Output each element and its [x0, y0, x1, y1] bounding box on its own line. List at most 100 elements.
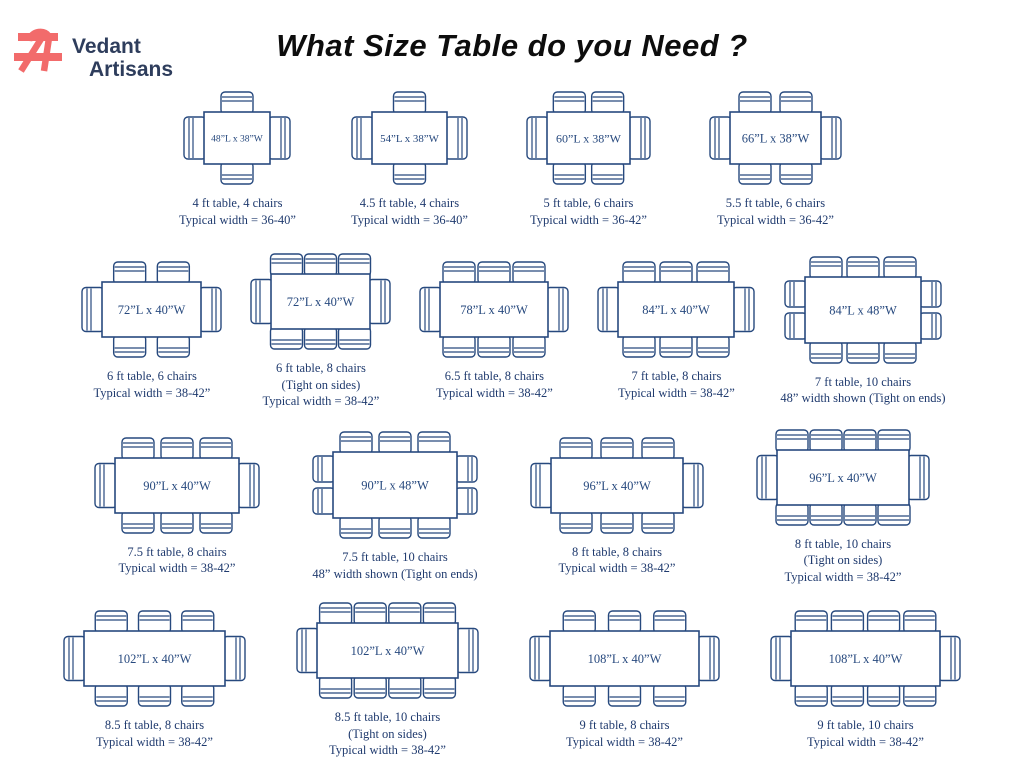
chair	[339, 431, 373, 455]
table-surface	[114, 456, 240, 514]
table-size-label: 78”L x 40”W	[461, 303, 529, 317]
chair	[353, 602, 387, 626]
caption-line: 7 ft table, 10 chairs	[814, 374, 912, 389]
table-diagram-cell: 108”L x 40”W 9 ft table, 8 chairs Typical …	[526, 607, 723, 750]
chair	[877, 501, 911, 526]
table-diagram-cell: 60”L x 38”W 5 ft table, 6 chairs Typical w…	[523, 88, 654, 228]
chair	[906, 454, 930, 500]
chair	[866, 683, 901, 707]
diagram-caption: 4 ft table, 4 chairs Typical width = 36-4…	[179, 195, 296, 228]
diagram-caption: 5.5 ft table, 6 chairs Typical width = 36…	[717, 195, 834, 228]
diagram-caption: 7.5 ft table, 8 chairs Typical width = 38…	[119, 544, 236, 577]
table-top-view: 90”L x 40”W	[94, 437, 260, 534]
brand-name-line2: Artisans	[89, 57, 174, 81]
chair	[738, 161, 772, 185]
chair	[552, 161, 586, 185]
chair	[160, 510, 194, 534]
chair	[794, 683, 828, 707]
chair	[94, 462, 118, 508]
chair	[641, 437, 675, 461]
chair	[775, 428, 809, 453]
caption-line: 48” width shown (Tight on ends)	[312, 566, 478, 581]
chair	[846, 340, 880, 364]
caption-line: 4.5 ft table, 4 chairs	[359, 196, 460, 210]
chair	[304, 326, 338, 350]
chair	[94, 683, 128, 707]
table-size-label: 54”L x 38”W	[380, 133, 439, 145]
diagram-grid: 48”L x 38”W 4 ft table, 4 chairs Typical w…	[0, 88, 1024, 759]
chair	[318, 602, 353, 626]
chair	[846, 256, 880, 280]
caption-line: Typical width = 38-42”	[96, 734, 213, 749]
chair	[157, 334, 191, 358]
table-surface	[101, 281, 203, 339]
chair	[597, 287, 622, 333]
table-diagram-cell: 78”L x 40”W 6.5 ft table, 8 chairs Typical…	[416, 258, 572, 401]
table-surface	[332, 451, 458, 520]
chair	[600, 510, 634, 534]
chair	[113, 261, 147, 285]
chair	[883, 340, 917, 364]
table-size-label: 60”L x 38”W	[556, 131, 622, 145]
diagram-caption: 8.5 ft table, 8 chairs Typical width = 38…	[96, 717, 213, 750]
chair	[877, 428, 911, 453]
table-surface	[550, 456, 684, 514]
caption-line: 7 ft table, 8 chairs	[631, 369, 722, 384]
chair	[338, 253, 372, 277]
table-diagram-cell: 48”L x 38”W 4 ft table, 4 chairs Typical w…	[179, 88, 296, 228]
chair	[756, 454, 780, 500]
chair	[530, 462, 554, 508]
caption-line: (Tight on sides)	[348, 726, 427, 741]
chair	[220, 91, 255, 115]
chair	[731, 287, 756, 333]
caption-line: 8 ft table, 8 chairs	[572, 544, 662, 559]
chair	[199, 437, 233, 461]
chair	[526, 116, 550, 160]
chair	[512, 261, 547, 285]
chair	[809, 428, 843, 453]
chair	[339, 515, 373, 539]
chair	[843, 501, 877, 526]
chair	[545, 287, 570, 333]
table-diagram-cell: 66”L x 38”W 5.5 ft table, 6 chairs Typical…	[706, 88, 845, 228]
chair	[137, 683, 172, 707]
diagram-caption: 6 ft table, 8 chairs (Tight on sides) Typi…	[262, 360, 379, 410]
chair	[709, 116, 733, 160]
chair	[304, 253, 338, 277]
chair	[419, 287, 444, 333]
chair	[442, 334, 477, 358]
chair	[918, 312, 942, 340]
chair	[137, 610, 172, 634]
chair	[94, 610, 128, 634]
table-size-label: 108”L x 40”W	[829, 652, 903, 666]
chair	[607, 610, 642, 634]
caption-line: 9 ft table, 8 chairs	[579, 718, 670, 733]
table-size-label: 72”L x 40”W	[118, 303, 186, 317]
caption-line: 6 ft table, 8 chairs	[275, 361, 366, 375]
chair	[559, 510, 593, 534]
table-top-view: 72”L x 40”W	[81, 261, 223, 358]
caption-line: Typical width = 38-42”	[329, 743, 446, 757]
caption-line: Typical width = 38-42”	[435, 385, 553, 400]
table-diagram-cell: 84”L x 40”W 7 ft table, 8 chairs Typical w…	[594, 258, 758, 401]
chair	[937, 636, 961, 682]
chair	[388, 602, 422, 626]
header: Vedant Artisans What Size Table do you N…	[0, 0, 1024, 82]
chair	[779, 161, 813, 185]
chair	[627, 116, 651, 160]
chair	[512, 334, 547, 358]
chair	[318, 675, 353, 699]
chair	[417, 431, 451, 455]
table-surface	[546, 111, 631, 165]
diagram-caption: 7.5 ft table, 10 chairs 48” width shown (…	[312, 549, 477, 582]
chair	[784, 280, 808, 308]
chair	[696, 261, 731, 285]
table-top-view: 60”L x 38”W	[526, 91, 651, 185]
chair	[653, 683, 687, 707]
table-top-view: 90”L x 48”W	[312, 431, 478, 539]
table-top-view: 48”L x 38”W	[183, 91, 292, 185]
chair	[353, 675, 387, 699]
chair	[600, 437, 634, 461]
chair	[367, 278, 392, 325]
caption-line: 6.5 ft table, 8 chairs	[444, 369, 545, 384]
